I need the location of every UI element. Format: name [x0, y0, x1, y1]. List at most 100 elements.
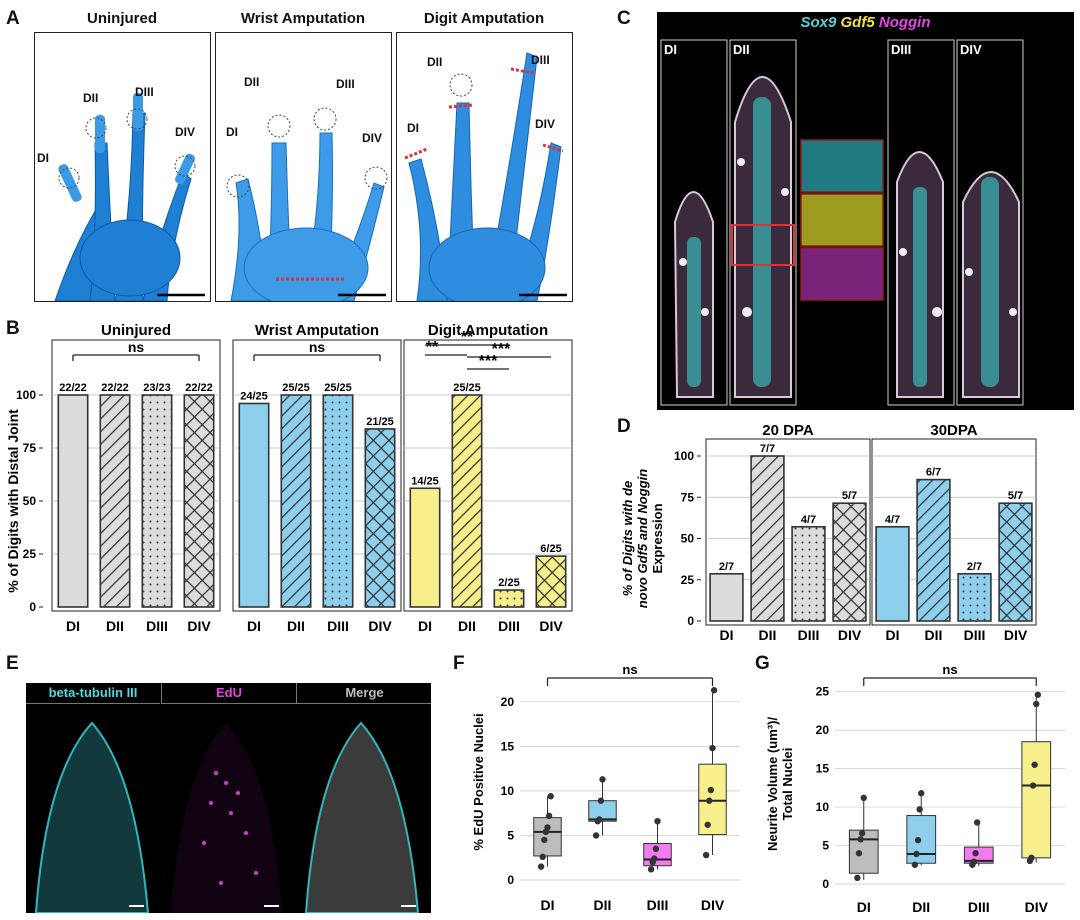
- chart-g-neurite: 0 5 10 15 20 25 Neurite Volume (um³)/Total Nuc…: [765, 662, 1065, 915]
- significance-label: ***: [492, 341, 511, 358]
- data-point: [707, 786, 715, 794]
- y-tick-label: 25: [816, 685, 830, 699]
- panel-a-title-wrist: Wrist Amputation: [240, 10, 366, 27]
- marker-legend: Sox9 Gdf5 Noggin: [657, 12, 1074, 34]
- photo-uninjured: DI DII DIII DIV: [34, 32, 211, 302]
- x-tick-label: DIII: [498, 618, 520, 634]
- photo-digit-amputation: DI DII DIII DIV: [396, 32, 573, 302]
- data-point: [710, 687, 718, 694]
- box-div: [1021, 741, 1052, 859]
- digit-label-di: DI: [664, 42, 677, 57]
- y-axis-label-line: Total Nuclei: [780, 748, 795, 821]
- bar-count-label: 2/7: [719, 561, 734, 573]
- y-tick-label: 100: [674, 449, 694, 463]
- panel-d-label: D: [617, 416, 631, 437]
- data-point: [706, 797, 713, 804]
- bar-count-label: 2/25: [498, 577, 519, 589]
- bar-count-label: 23/23: [143, 382, 171, 394]
- bar-count-label: 25/25: [324, 382, 352, 394]
- bar-pattern-div: [536, 556, 566, 607]
- digit-label-div: DIV: [175, 125, 196, 139]
- x-tick-label: DIV: [187, 618, 211, 634]
- y-tick-label: 0: [822, 877, 829, 891]
- data-point: [1033, 700, 1040, 708]
- data-point: [654, 818, 661, 825]
- data-point: [970, 858, 978, 865]
- y-tick-label: 75: [23, 441, 37, 455]
- hand-uninjured-image: [54, 93, 205, 301]
- data-point: [596, 816, 603, 823]
- header-merge: Merge: [296, 683, 431, 704]
- bar-pattern-diii: [142, 395, 172, 607]
- box-div: [698, 763, 727, 836]
- data-point: [857, 836, 864, 843]
- data-point: [860, 794, 867, 802]
- bar-di: [57, 394, 89, 608]
- data-point: [651, 855, 658, 862]
- box-diii: [963, 846, 994, 864]
- x-tick-label: DIV: [701, 897, 725, 913]
- y-tick-label: 0: [507, 873, 514, 887]
- bar-count-label: 22/22: [185, 382, 213, 394]
- box-di: [848, 829, 879, 874]
- digit-label-div: DIV: [960, 42, 982, 57]
- data-point: [544, 824, 551, 831]
- x-tick-label: DI: [247, 618, 261, 634]
- x-tick-label: DI: [541, 897, 555, 913]
- digit-label-dii: DII: [733, 42, 750, 57]
- panel-c-fluorescence: Sox9 Gdf5 Noggin: [657, 12, 1074, 410]
- y-tick-label: 50: [681, 532, 695, 546]
- y-axis-label-line: novo Gdf5 and Noggin: [635, 469, 650, 608]
- y-tick-label: 0: [687, 614, 694, 628]
- bar-count-label: 2/7: [967, 561, 982, 573]
- y-tick-label: 15: [501, 739, 515, 753]
- chart-d-expression: % of Digits with de novo Gdf5 and Noggin E…: [620, 422, 1037, 643]
- group-title: 20 DPA: [762, 422, 814, 439]
- x-tick-label: DIV: [838, 627, 862, 643]
- x-tick-label: DII: [287, 618, 305, 634]
- bar-di: [709, 573, 744, 622]
- y-axis-label-line: Neurite Volume (um³)/: [765, 717, 780, 851]
- data-point: [539, 853, 546, 861]
- data-point: [547, 793, 554, 800]
- x-tick-label: DI: [720, 627, 734, 643]
- x-tick-label: DII: [106, 618, 124, 634]
- bar-count-label: 22/22: [59, 382, 87, 394]
- bar-count-label: 5/7: [1008, 490, 1023, 502]
- bar-pattern-diii: [494, 590, 524, 607]
- y-tick-label: 10: [501, 784, 515, 798]
- digit-label-div: DIV: [362, 131, 383, 145]
- data-point: [914, 836, 922, 844]
- x-tick-label: DI: [66, 618, 80, 634]
- significance-label: ***: [479, 353, 498, 370]
- panel-f-label: F: [453, 653, 465, 674]
- panel-c-label: C: [617, 8, 631, 29]
- y-axis-label-line: Expression: [650, 503, 665, 573]
- digit-label-dii: DII: [427, 55, 443, 69]
- bar-count-label: 6/7: [926, 467, 941, 479]
- x-tick-label: DII: [458, 618, 476, 634]
- digit-label-diii: DIII: [336, 77, 355, 91]
- x-tick-label: DI: [418, 618, 432, 634]
- y-tick-label: 100: [16, 388, 36, 402]
- y-axis-label: % of Digits with Distal Joint: [5, 409, 21, 593]
- photo-wrist-amputation: DI DII DIII DIV: [215, 32, 392, 302]
- bar-di: [875, 525, 910, 622]
- x-tick-label: DIII: [647, 897, 669, 913]
- x-tick-label: DIII: [968, 899, 990, 915]
- data-point: [597, 797, 605, 804]
- x-tick-label: DII: [912, 899, 930, 915]
- digit-label-diii: DIII: [135, 85, 154, 99]
- y-tick-label: 15: [816, 762, 830, 776]
- hand-wrist-image: [226, 107, 388, 301]
- marker-gdf5: Gdf5: [840, 14, 875, 31]
- data-point: [972, 850, 979, 857]
- bar-count-label: 6/25: [540, 543, 561, 555]
- data-point: [854, 874, 861, 882]
- bar-count-label: 4/7: [885, 514, 900, 526]
- data-point: [911, 861, 919, 868]
- x-tick-label: DIV: [368, 618, 392, 634]
- y-tick-label: 50: [23, 494, 37, 508]
- significance-label: **: [461, 329, 474, 346]
- y-tick-label: 20: [816, 723, 830, 737]
